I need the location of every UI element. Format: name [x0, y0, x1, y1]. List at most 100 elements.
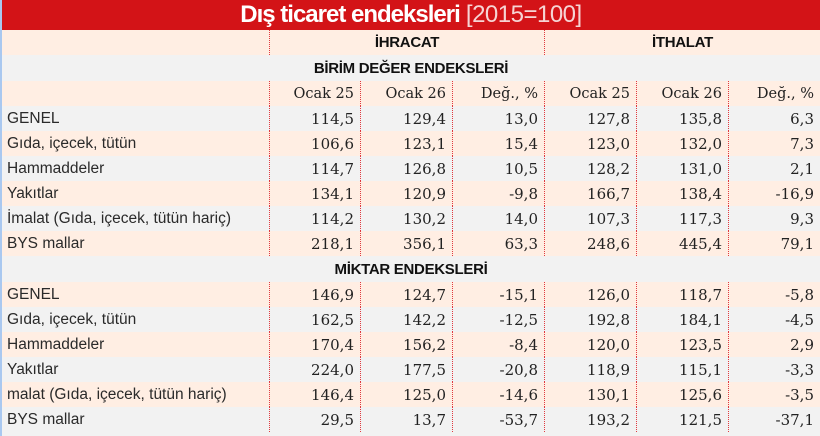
column-header-export-jan25: Ocak 25: [270, 81, 361, 106]
cell-export-change: 15,4: [453, 131, 545, 156]
cell-export-change: -8,4: [453, 332, 545, 357]
cell-import-jan25: 128,2: [545, 156, 637, 181]
cell-export-jan25: 146,4: [270, 382, 361, 407]
cell-export-jan26: 177,5: [361, 357, 453, 382]
cell-import-jan25: 107,3: [545, 206, 637, 231]
column-header-export-change: Değ., %: [453, 81, 545, 106]
cell-import-jan25: 248,6: [545, 231, 637, 256]
group-header-blank: [2, 30, 270, 55]
cell-import-jan25: 126,0: [545, 282, 637, 307]
cell-import-jan26: 118,7: [637, 282, 729, 307]
cell-import-jan26: 125,6: [637, 382, 729, 407]
cell-import-jan26: 184,1: [637, 307, 729, 332]
row-label: GENEL: [2, 282, 270, 307]
cell-import-change: -37,1: [775, 410, 814, 429]
cell-import-jan25: 193,2: [545, 407, 637, 432]
table-row: BYS mallar 29,5 13,7 -53,7 193,2 121,5 -…: [2, 407, 820, 432]
cell-export-jan26: 142,2: [361, 307, 453, 332]
column-header-export-jan26: Ocak 26: [361, 81, 453, 106]
cell-export-jan25: 114,7: [270, 156, 361, 181]
row-label: Gıda, içecek, tütün: [2, 307, 270, 332]
column-header-row: Ocak 25 Ocak 26 Değ., % Ocak 25 Ocak 26 …: [2, 81, 820, 106]
cell-import-jan26: 123,5: [637, 332, 729, 357]
cell-export-change: 14,0: [453, 206, 545, 231]
table-row: Hammaddeler 114,7 126,8 10,5 128,2 131,0…: [2, 156, 820, 181]
cell-export-change: 63,3: [453, 231, 545, 256]
table-row: Yakıtlar 224,0 177,5 -20,8 118,9 115,1 -…: [2, 357, 820, 382]
column-header-import-jan25: Ocak 25: [545, 81, 637, 106]
cell-export-jan26: 156,2: [361, 332, 453, 357]
cell-export-jan26: 123,1: [361, 131, 453, 156]
cell-import-change: 2,9: [790, 335, 814, 354]
row-label: BYS mallar: [2, 407, 270, 432]
cell-import-change: -5,8: [785, 285, 814, 304]
cell-import-change: -3,3: [785, 360, 814, 379]
group-header-export: İHRACAT: [270, 30, 545, 55]
table-title: Dış ticaret endeksleri [2015=100]: [2, 0, 820, 30]
cell-import-jan26: 115,1: [637, 357, 729, 382]
cell-export-jan26: 120,9: [361, 181, 453, 206]
section-title-row: BİRİM DEĞER ENDEKSLERİ: [2, 55, 820, 81]
column-header-import-jan26: Ocak 26: [637, 81, 729, 106]
table-row: Hammaddeler 170,4 156,2 -8,4 120,0 123,5…: [2, 332, 820, 357]
cell-export-change: 10,5: [453, 156, 545, 181]
section-title-unit-value: BİRİM DEĞER ENDEKSLERİ: [313, 59, 509, 77]
row-label: GENEL: [2, 106, 270, 131]
column-header-label: [2, 81, 270, 106]
table-row: İmalat (Gıda, içecek, tütün hariç) 114,2…: [2, 206, 820, 231]
cell-import-jan26: 121,5: [637, 407, 729, 432]
cell-import-jan25: 192,8: [545, 307, 637, 332]
cell-import-jan25: 120,0: [545, 332, 637, 357]
cell-export-jan26: 356,1: [361, 231, 453, 256]
group-header-import: İTHALAT: [652, 34, 713, 51]
cell-import-jan25: 123,0: [545, 131, 637, 156]
cell-import-jan25: 166,7: [545, 181, 637, 206]
row-label: BYS mallar: [2, 231, 270, 256]
cell-export-jan25: 29,5: [270, 407, 361, 432]
cell-export-jan26: 124,7: [361, 282, 453, 307]
row-label: Gıda, içecek, tütün: [2, 131, 270, 156]
cell-export-change: -9,8: [453, 181, 545, 206]
cell-export-jan26: 125,0: [361, 382, 453, 407]
cell-import-change: 79,1: [780, 234, 814, 253]
row-label: Hammaddeler: [2, 156, 270, 181]
cell-export-jan25: 134,1: [270, 181, 361, 206]
cell-export-jan25: 106,6: [270, 131, 361, 156]
cell-import-change: 2,1: [790, 159, 814, 178]
title-base-year: [2015=100]: [465, 1, 582, 28]
row-label: malat (Gıda, içecek, tütün hariç): [2, 382, 270, 407]
section-title-row: MİKTAR ENDEKSLERİ: [2, 256, 820, 282]
cell-import-change: 9,3: [790, 209, 814, 228]
table-row: GENEL 146,9 124,7 -15,1 126,0 118,7 -5,8: [2, 282, 820, 307]
cell-export-jan26: 130,2: [361, 206, 453, 231]
cell-export-jan25: 146,9: [270, 282, 361, 307]
cell-export-change: -14,6: [453, 382, 545, 407]
row-label: Yakıtlar: [2, 181, 270, 206]
cell-import-jan26: 132,0: [637, 131, 729, 156]
cell-import-jan25: 118,9: [545, 357, 637, 382]
cell-export-jan26: 129,4: [361, 106, 453, 131]
table-row: BYS mallar 218,1 356,1 63,3 248,6 445,4 …: [2, 231, 820, 256]
title-main: Dış ticaret endeksleri: [240, 1, 460, 28]
cell-export-change: -12,5: [453, 307, 545, 332]
cell-import-jan25: 127,8: [545, 106, 637, 131]
table-row: GENEL 114,5 129,4 13,0 127,8 135,8 6,3: [2, 106, 820, 131]
cell-export-jan26: 13,7: [361, 407, 453, 432]
cell-import-change: -3,5: [785, 385, 814, 404]
cell-export-jan25: 170,4: [270, 332, 361, 357]
cell-export-change: -53,7: [453, 407, 545, 432]
cell-export-jan25: 114,5: [270, 106, 361, 131]
cell-import-change: 7,3: [790, 134, 814, 153]
cell-import-change: -16,9: [775, 184, 814, 203]
section-title-volume: MİKTAR ENDEKSLERİ: [334, 260, 488, 278]
cell-export-jan25: 218,1: [270, 231, 361, 256]
cell-export-jan25: 162,5: [270, 307, 361, 332]
row-label: Yakıtlar: [2, 357, 270, 382]
table-row: Gıda, içecek, tütün 162,5 142,2 -12,5 19…: [2, 307, 820, 332]
cell-import-jan26: 131,0: [637, 156, 729, 181]
trade-index-table: İHRACAT İTHALAT BİRİM DEĞER ENDEKSLERİ O…: [2, 30, 820, 432]
group-header-row: İHRACAT İTHALAT: [2, 30, 820, 55]
cell-import-jan26: 117,3: [637, 206, 729, 231]
cell-import-jan26: 138,4: [637, 181, 729, 206]
table-row: malat (Gıda, içecek, tütün hariç) 146,4 …: [2, 382, 820, 407]
